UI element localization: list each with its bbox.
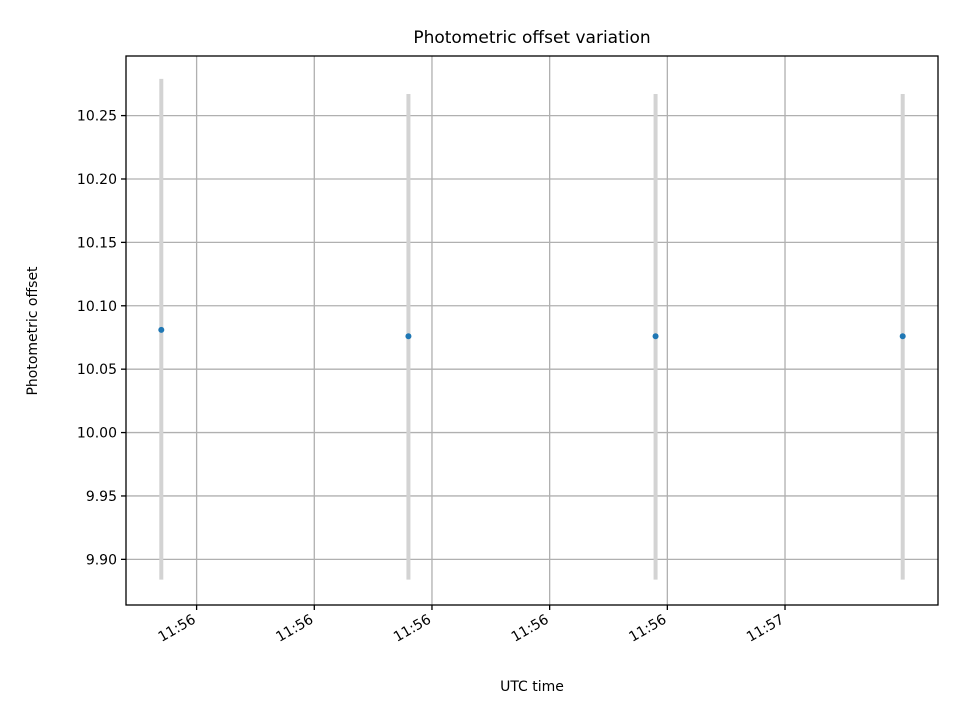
y-tick-label: 10.05 xyxy=(77,362,117,378)
data-point xyxy=(405,333,412,340)
y-tick-label: 10.15 xyxy=(77,235,117,251)
y-axis-label: Photometric offset xyxy=(25,266,41,396)
axes-frame xyxy=(125,55,939,606)
chart-title: Photometric offset variation xyxy=(413,28,650,48)
y-tick-label: 10.10 xyxy=(77,299,117,315)
y-tick-label: 10.25 xyxy=(77,109,117,125)
y-tick-label: 10.00 xyxy=(77,426,117,442)
data-point xyxy=(899,333,906,340)
data-point xyxy=(158,326,165,333)
y-tick-label: 9.95 xyxy=(86,489,117,505)
x-axis-label: UTC time xyxy=(500,679,564,695)
data-point xyxy=(652,333,659,340)
y-tick-label: 10.20 xyxy=(77,172,117,188)
plot-area: 9.909.9510.0010.0510.1010.1510.2010.2511… xyxy=(77,55,939,646)
y-tick-label: 9.90 xyxy=(86,552,117,568)
